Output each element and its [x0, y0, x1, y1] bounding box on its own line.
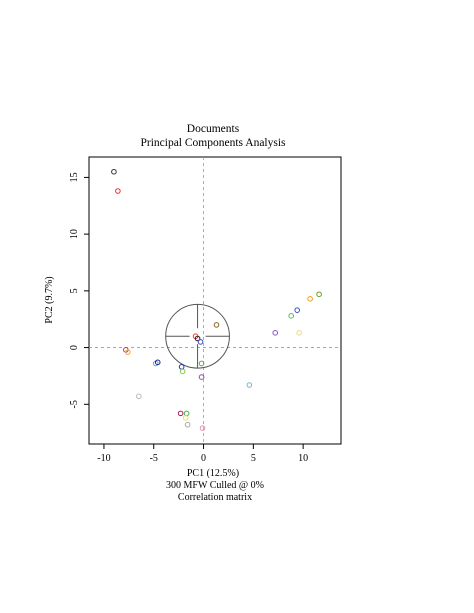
- data-point-19: [199, 425, 206, 431]
- x-axis-label: PC1 (12.5%): [187, 468, 239, 479]
- data-point-26: [307, 295, 313, 302]
- zero-lines: [89, 157, 341, 444]
- x-tick-label: -5: [150, 453, 158, 464]
- data-point-20: [213, 322, 220, 328]
- x-tick-label: 5: [251, 453, 256, 464]
- data-point-16: [197, 339, 204, 345]
- y-axis: -5 0 5 10 15: [69, 172, 89, 408]
- y-axis-label: PC2 (9.7%): [44, 276, 55, 323]
- data-point-13: [184, 421, 191, 428]
- y-tick-label: -5: [69, 400, 80, 408]
- data-point-21: [246, 382, 253, 388]
- y-tick-label: 15: [69, 172, 80, 182]
- data-point-10: [177, 410, 184, 417]
- x-tick-label: -10: [97, 453, 110, 464]
- x-tick-label: 10: [298, 453, 308, 464]
- data-point-23: [288, 313, 294, 319]
- y-tick-label: 0: [69, 345, 80, 350]
- data-point-27: [316, 291, 322, 298]
- data-point-1: [111, 168, 117, 175]
- x-axis: -10 -5 0 5 10: [97, 444, 308, 464]
- data-point-8: [178, 364, 185, 370]
- caption-line-1: 300 MFW Culled @ 0%: [166, 480, 264, 491]
- data-point-4: [125, 349, 131, 355]
- y-tick-label: 10: [69, 229, 80, 239]
- plot-frame: [88, 156, 342, 445]
- data-point-11: [183, 410, 190, 417]
- data-point-9: [179, 368, 186, 375]
- data-point-18: [198, 374, 205, 380]
- chart-subtitle: Principal Components Analysis: [140, 137, 286, 149]
- y-tick-label: 5: [69, 288, 80, 293]
- data-points: [111, 168, 322, 431]
- data-point-7: [154, 359, 161, 366]
- data-point-22: [272, 330, 279, 336]
- data-point-25: [296, 330, 302, 336]
- center-circle: [165, 303, 230, 369]
- x-tick-label: 0: [201, 453, 206, 464]
- data-point-12: [182, 415, 189, 421]
- data-point-17: [198, 360, 205, 367]
- data-point-15: [194, 335, 201, 342]
- data-point-24: [294, 307, 300, 313]
- caption-line-2: Correlation matrix: [178, 492, 252, 503]
- chart-title: Documents: [187, 123, 240, 135]
- data-point-5: [136, 393, 142, 400]
- data-point-2: [115, 188, 121, 194]
